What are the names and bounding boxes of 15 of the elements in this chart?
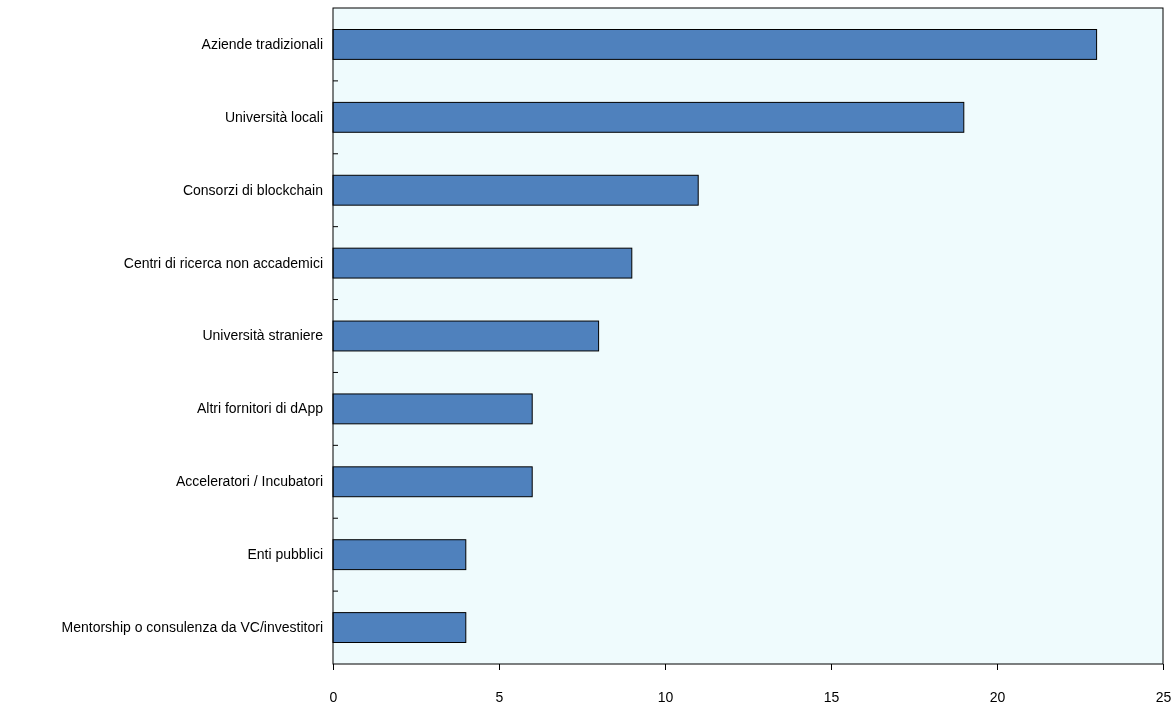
x-tick-label: 15 [823,688,840,705]
x-tick-label: 25 [1155,688,1172,705]
y-tick-label: Altri fornitori di dApp [196,400,324,417]
x-tick-label: 0 [329,688,338,705]
y-tick-label: Centri di ricerca non accademici [123,254,323,271]
y-tick-label: Consorzi di blockchain [182,181,323,198]
y-tick-label: Università locali [224,108,323,125]
y-tick-label: Enti pubblici [247,546,323,563]
x-tick-label: 20 [989,688,1006,705]
x-tick-label: 5 [495,688,504,705]
y-tick-label: Aziende tradizionali [201,35,323,52]
y-tick-label: Mentorship o consulenza da VC/investitori [61,619,323,636]
y-tick-label: Acceleratori / Incubatori [175,473,323,490]
x-tick-label: 10 [657,688,674,705]
y-tick-label: Università straniere [202,327,324,344]
